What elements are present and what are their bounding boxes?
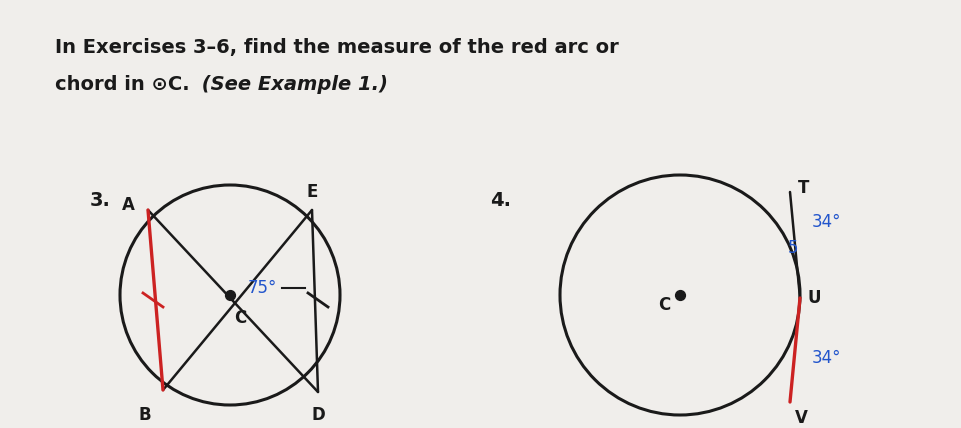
Text: E: E [306,183,317,201]
Point [672,291,687,298]
Point [222,291,237,298]
Text: In Exercises 3–6, find the measure of the red arc or: In Exercises 3–6, find the measure of th… [55,38,618,57]
Text: D: D [310,406,325,424]
Text: A: A [121,196,135,214]
Text: C: C [234,309,246,327]
Text: 75°: 75° [248,279,277,297]
Text: 5: 5 [787,239,798,257]
Text: chord in ⊙C.: chord in ⊙C. [55,75,189,94]
Text: V: V [794,409,807,427]
Text: C: C [657,296,670,314]
Text: 3.: 3. [90,190,111,209]
Text: B: B [138,406,151,424]
Text: U: U [807,289,821,307]
Text: 4.: 4. [489,190,510,209]
Text: (See Example 1.): (See Example 1.) [195,75,387,94]
Text: 34°: 34° [811,349,841,367]
Text: T: T [798,179,808,197]
Text: 34°: 34° [811,213,841,231]
